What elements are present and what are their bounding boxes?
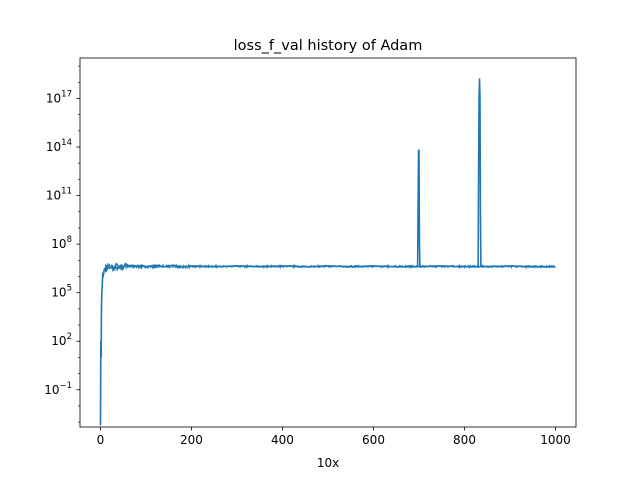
y-tick-label: 10−1 [44, 381, 72, 397]
y-tick-label: 108 [51, 235, 72, 251]
y-tick-label: 1011 [46, 187, 72, 203]
x-tick-label: 400 [271, 433, 294, 447]
y-tick-label: 102 [51, 332, 72, 348]
x-tick-label: 1000 [540, 433, 571, 447]
x-tick-label: 800 [453, 433, 476, 447]
axes-frame [79, 57, 577, 428]
x-tick-label: 0 [97, 433, 105, 447]
x-tick-label: 200 [180, 433, 203, 447]
plot-area: 0 200 400 600 800 1000 10−1 102 105 108 1011 1014 10… [44, 57, 577, 447]
y-tick-label: 1017 [46, 89, 72, 105]
x-tick-label: 600 [362, 433, 385, 447]
chart-title: loss_f_val history of Adam [234, 38, 423, 54]
y-tick-label: 1014 [46, 138, 72, 154]
series-noise [104, 262, 556, 273]
y-tick-label: 105 [51, 284, 72, 300]
x-axis-label: 10x [317, 456, 339, 470]
